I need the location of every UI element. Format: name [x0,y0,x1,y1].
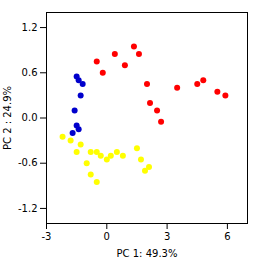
svg-text:3: 3 [164,231,170,242]
svg-text:0.6: 0.6 [22,67,38,78]
svg-text:-3: -3 [42,231,52,242]
svg-text:0.0: 0.0 [22,112,38,123]
svg-text:PC 2 : 24.9%: PC 2 : 24.9% [2,86,13,150]
svg-text:1.2: 1.2 [22,22,38,33]
svg-text:PC 1: 49.3%: PC 1: 49.3% [117,248,178,259]
svg-text:0: 0 [104,231,110,242]
svg-text:6: 6 [224,231,230,242]
svg-text:-1.2: -1.2 [18,203,38,214]
svg-text:-0.6: -0.6 [18,157,38,168]
